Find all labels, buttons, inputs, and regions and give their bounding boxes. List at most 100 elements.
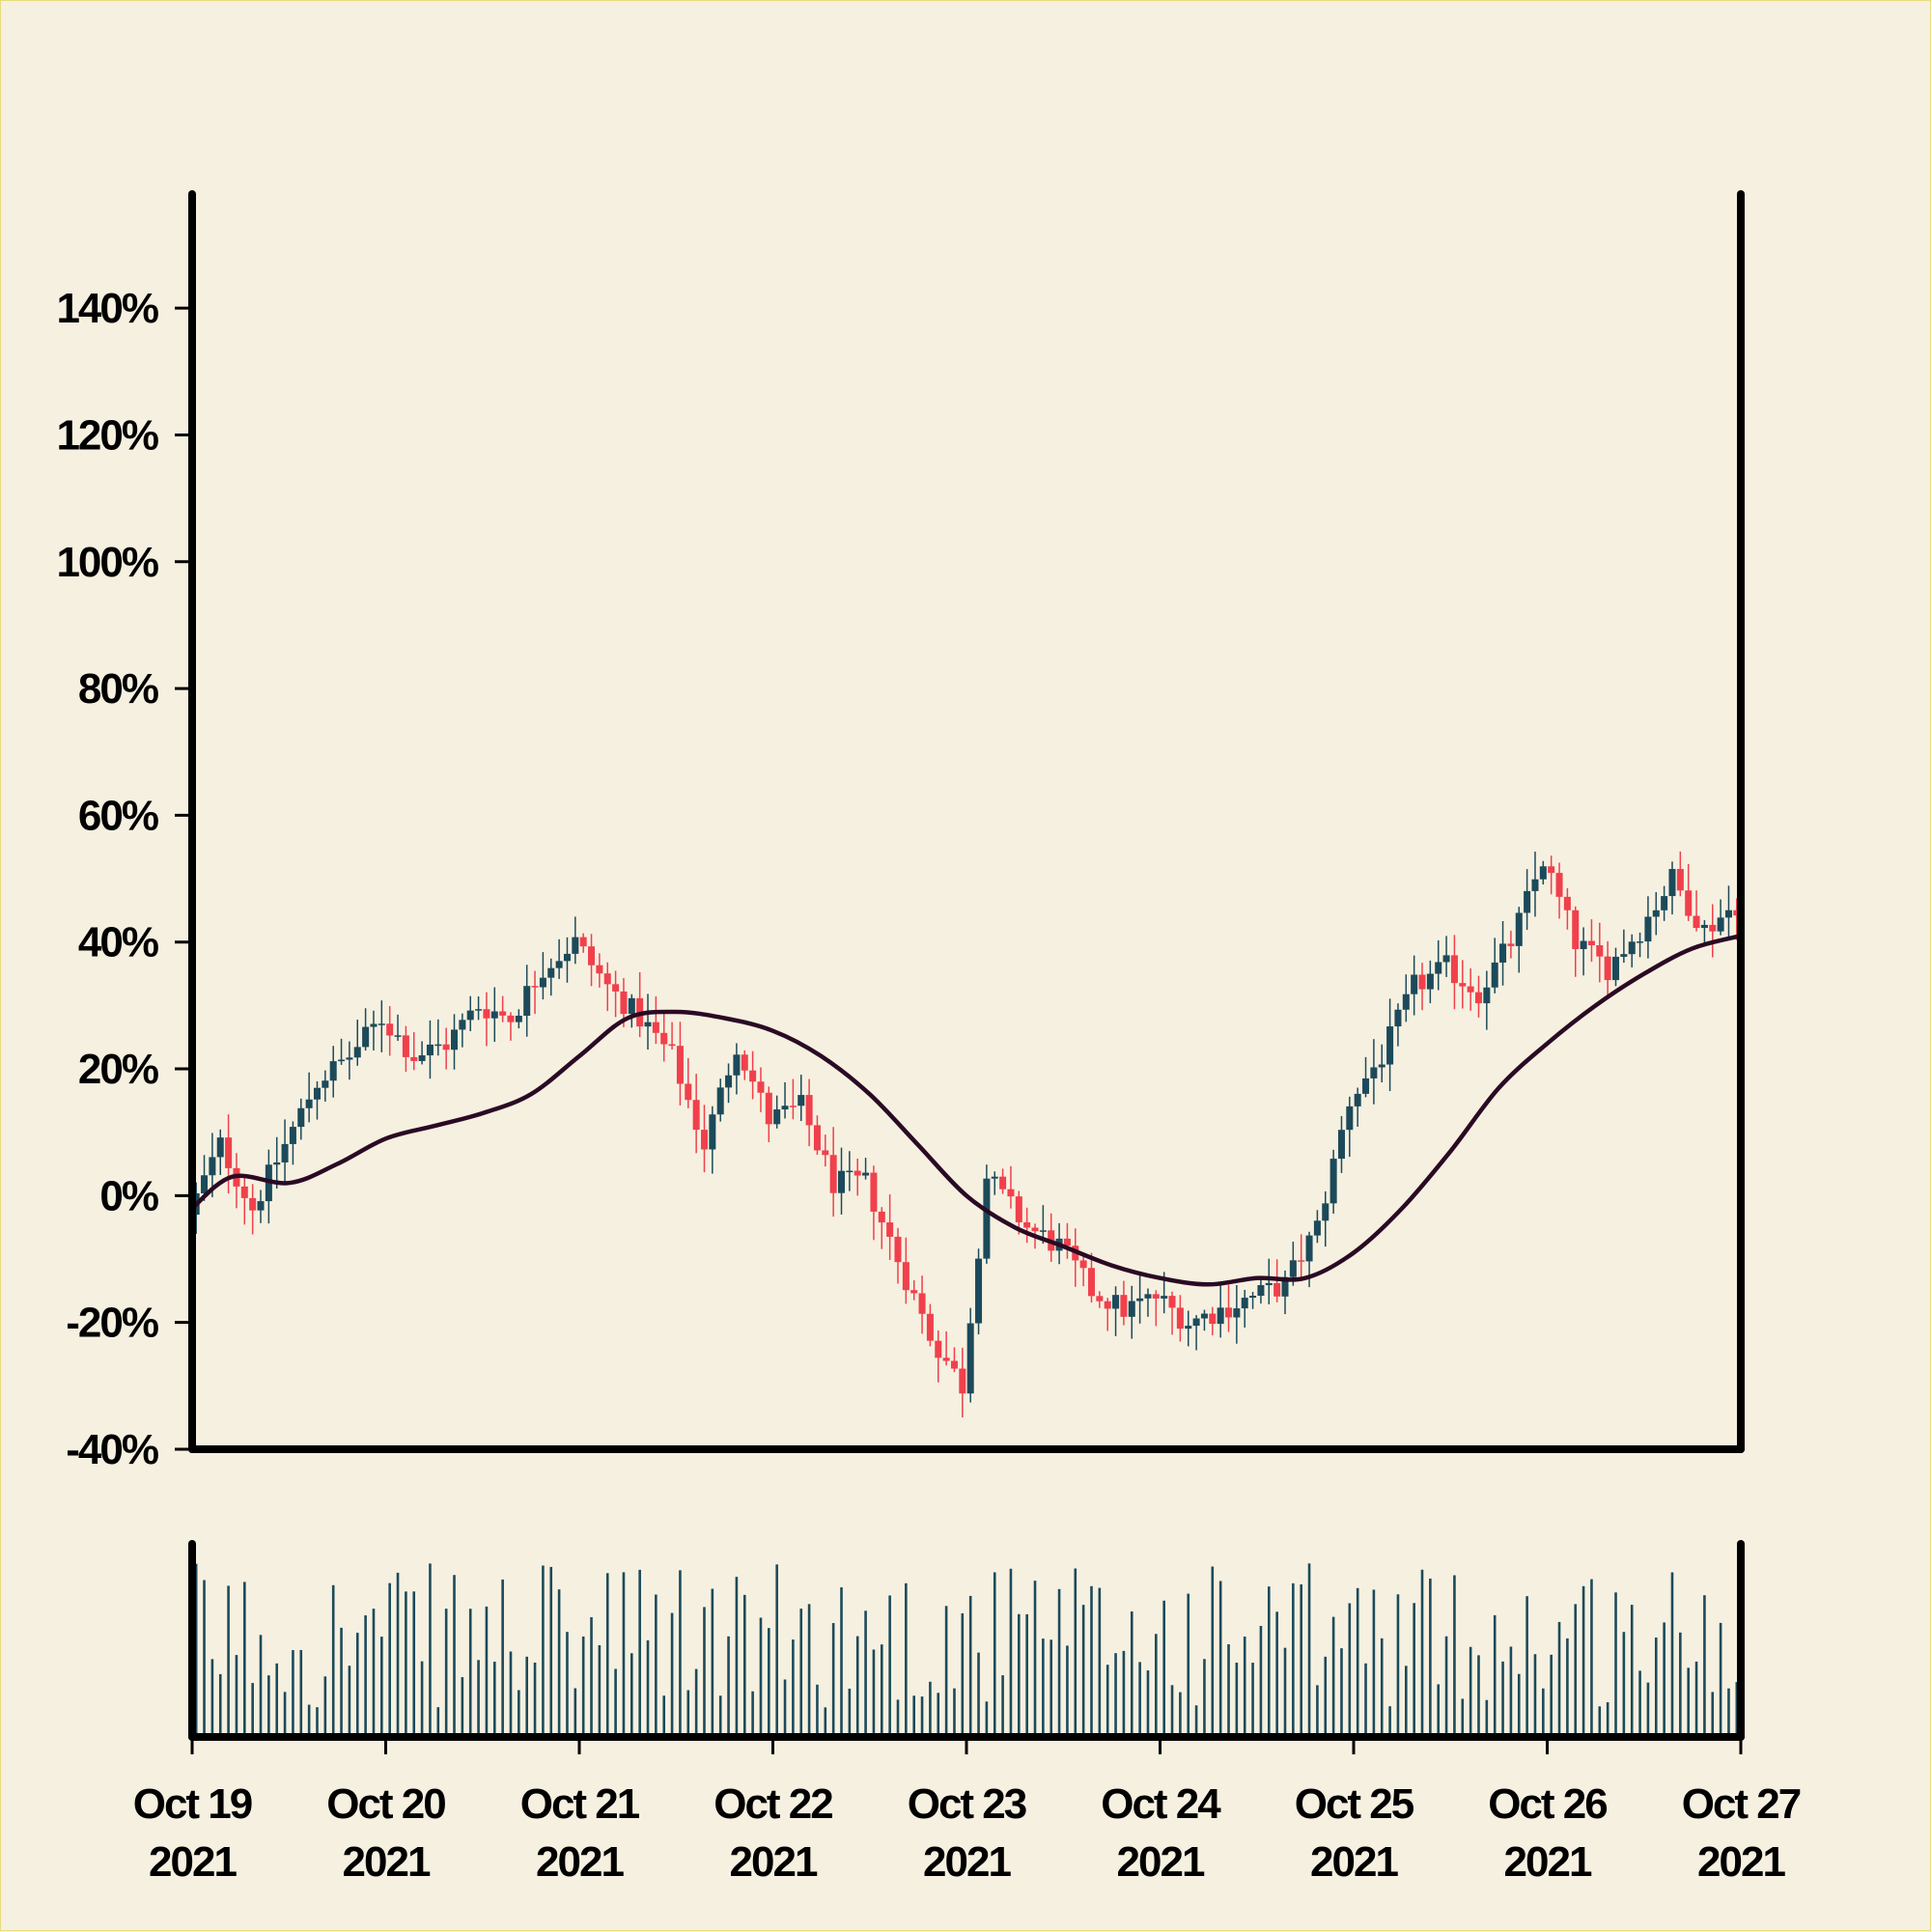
candle-body	[418, 1055, 426, 1061]
volume-bar	[259, 1635, 263, 1737]
volume-bar	[1009, 1568, 1013, 1737]
volume-bar	[380, 1637, 383, 1737]
volume-bar	[1501, 1661, 1504, 1737]
volume-bar	[485, 1606, 489, 1737]
volume-bar	[1122, 1650, 1126, 1737]
volume-bar	[283, 1692, 287, 1737]
candles-layer	[192, 851, 1741, 1418]
candle-body	[588, 946, 596, 966]
candle-body	[1450, 955, 1458, 984]
candle-body	[329, 1061, 337, 1081]
moving-average-line	[190, 934, 1742, 1287]
volume-bar	[1267, 1586, 1271, 1737]
candle-body	[628, 997, 635, 1015]
volume-bar	[477, 1660, 480, 1737]
volume-bar	[759, 1617, 763, 1737]
volume-bar	[1130, 1611, 1133, 1737]
x-tick-label-year: 2021	[149, 1838, 237, 1886]
volume-bar	[1396, 1594, 1400, 1737]
candle-body	[1313, 1220, 1321, 1236]
candle-body	[733, 1054, 741, 1076]
candle-body	[668, 1044, 676, 1047]
volume-bar	[1066, 1645, 1069, 1737]
candle-body	[1200, 1313, 1208, 1319]
candle-body	[249, 1197, 257, 1211]
candle-body	[1587, 940, 1595, 945]
volume-bar	[751, 1691, 754, 1737]
candle-body	[676, 1046, 684, 1084]
candle-body	[1661, 896, 1668, 910]
candle-body	[902, 1262, 910, 1291]
volume-bar	[792, 1639, 795, 1737]
candle-body	[1241, 1298, 1248, 1309]
volume-bar	[711, 1588, 714, 1737]
volume-bar	[436, 1707, 440, 1737]
volume-bar	[227, 1585, 230, 1737]
candle-body	[1491, 962, 1498, 988]
volume-bar	[574, 1688, 577, 1737]
candle-body	[1305, 1235, 1313, 1262]
candle-body	[1112, 1295, 1120, 1309]
volume-bar	[1307, 1563, 1311, 1737]
candle-body	[652, 1022, 659, 1033]
candle-body	[1572, 910, 1580, 949]
volume-bar	[1542, 1688, 1545, 1737]
x-tick-label-date: Oct 27	[1682, 1780, 1801, 1828]
candle-body	[822, 1150, 829, 1156]
candle-body	[789, 1106, 797, 1107]
candle-body	[942, 1358, 950, 1361]
volume-bar	[429, 1563, 432, 1737]
candle-body	[603, 973, 611, 985]
y-tick-label: 140%	[56, 285, 157, 332]
volume-bar	[840, 1587, 843, 1737]
candle-body	[1700, 924, 1708, 929]
volume-bar	[944, 1606, 948, 1737]
candle-body	[813, 1125, 821, 1151]
candle-body	[1249, 1296, 1257, 1299]
candle-body	[1418, 974, 1426, 990]
candle-body	[1144, 1294, 1152, 1299]
candle-body	[1515, 912, 1523, 946]
y-tick-label: 100%	[56, 539, 157, 586]
volume-bar	[453, 1575, 456, 1737]
candle-body	[935, 1340, 942, 1358]
volume-bar	[1557, 1621, 1561, 1737]
candle-body	[1693, 915, 1700, 929]
candle-body	[499, 1011, 507, 1016]
volume-bar	[1654, 1638, 1658, 1737]
candle-body	[394, 1035, 402, 1037]
volume-bar	[461, 1677, 464, 1737]
candle-body	[1442, 955, 1450, 963]
candle-body	[950, 1360, 958, 1369]
volume-bar	[694, 1668, 698, 1737]
volume-bar	[1630, 1605, 1634, 1737]
x-tick-label-date: Oct 25	[1295, 1780, 1414, 1828]
candle-body	[966, 1323, 974, 1394]
candle-body	[862, 1172, 870, 1176]
volume-bar	[742, 1594, 746, 1737]
candle-body	[1329, 1159, 1337, 1204]
volume-bar	[331, 1584, 335, 1737]
candle-body	[1628, 941, 1636, 955]
volume-bar	[525, 1656, 528, 1737]
volume-bar	[855, 1636, 859, 1737]
candle-body	[483, 1009, 490, 1019]
moving-average-layer	[190, 934, 1742, 1287]
candle-body	[1709, 924, 1717, 932]
candle-body	[1087, 1268, 1095, 1297]
candle-body	[209, 1157, 216, 1176]
volume-bar	[848, 1688, 852, 1737]
candle-body	[878, 1211, 885, 1223]
candle-body	[1136, 1298, 1144, 1302]
volume-bar	[1259, 1625, 1263, 1737]
volume-bar	[993, 1572, 996, 1737]
volume-bar	[1372, 1589, 1376, 1737]
x-axis-ticks: Oct 19 2021 Oct 20 2021 Oct 21 2021 Oct 22 2021…	[133, 1737, 1803, 1886]
candle-body	[991, 1176, 998, 1179]
candle-body	[975, 1258, 983, 1324]
volume-bar	[1453, 1575, 1456, 1737]
volume-bar	[1679, 1632, 1682, 1737]
volume-bar	[1218, 1581, 1222, 1737]
volume-bar	[686, 1690, 690, 1737]
volume-bar	[1331, 1616, 1335, 1737]
